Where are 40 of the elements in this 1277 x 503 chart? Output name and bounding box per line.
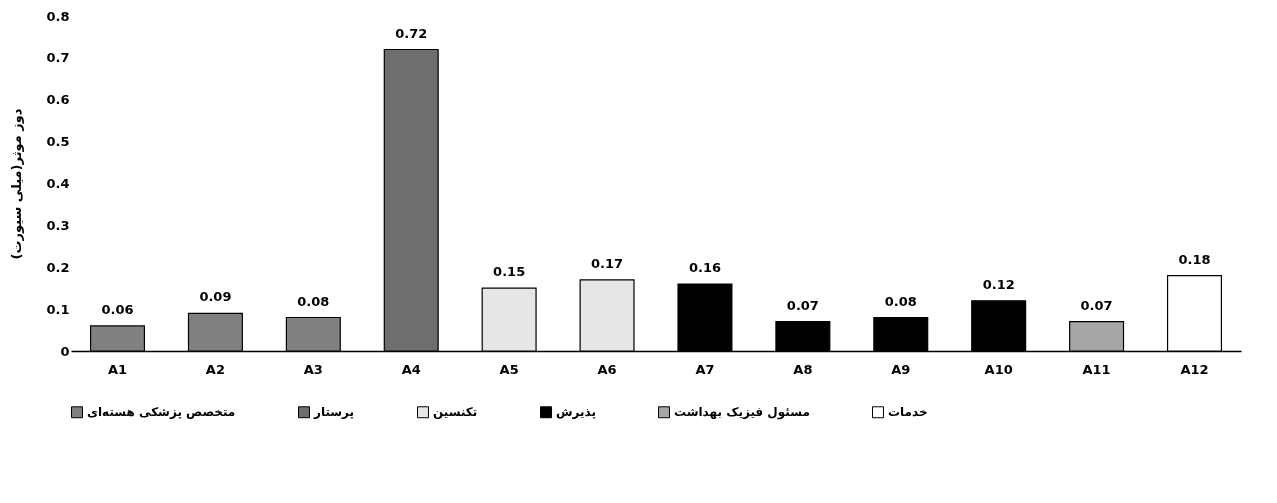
x-tick-label: A12	[1180, 361, 1209, 377]
data-label: 0.72	[395, 25, 428, 41]
x-tick-label: A4	[401, 361, 421, 377]
legend-label: مسئول فیزیک بهداشت	[674, 405, 810, 421]
data-label: 0.09	[199, 289, 232, 305]
x-tick-label: A8	[793, 361, 813, 377]
data-label: 0.15	[493, 264, 526, 280]
y-tick-label: 0.7	[46, 50, 70, 66]
x-tick-label: A5	[499, 361, 519, 377]
data-label: 0.07	[786, 297, 819, 313]
y-tick-label: 0.5	[46, 134, 70, 150]
x-tick-label: A9	[891, 361, 911, 377]
data-label: 0.16	[688, 260, 721, 275]
y-tick-label: 0.1	[46, 301, 70, 317]
legend-label: متخصص پزشکی هسته‌ای	[87, 405, 236, 420]
y-axis-title: دوز موثر(میلی سیورت)	[9, 108, 25, 260]
y-tick-label: 0.2	[46, 259, 70, 275]
x-tick-label: A3	[303, 361, 323, 377]
data-label: 0.17	[591, 255, 624, 271]
x-tick-label: A6	[597, 361, 617, 377]
y-tick-label: 0.4	[46, 176, 70, 191]
y-tick-label: 0	[60, 343, 70, 359]
y-tick-label: 0.6	[46, 92, 70, 108]
data-label: 0.12	[982, 276, 1015, 292]
x-tick-label: A2	[205, 361, 225, 377]
data-label: 0.08	[884, 293, 917, 309]
x-tick-label: A7	[695, 361, 715, 377]
x-tick-label: A11	[1082, 361, 1111, 377]
y-tick-label: 0.3	[46, 217, 70, 233]
legend-label: پذیرش	[556, 405, 596, 420]
data-label: 0.06	[101, 301, 134, 317]
data-label: 0.18	[1178, 251, 1211, 267]
data-label: 0.07	[1080, 297, 1113, 313]
y-tick-label: 0.8	[46, 8, 70, 24]
data-label: 0.08	[297, 293, 330, 309]
x-tick-label: A1	[107, 361, 128, 377]
legend-label: خدمات	[888, 405, 928, 420]
legend-label: پرستار	[313, 405, 355, 420]
x-tick-label: A10	[984, 361, 1013, 377]
legend-label: تکنسین	[433, 405, 478, 420]
